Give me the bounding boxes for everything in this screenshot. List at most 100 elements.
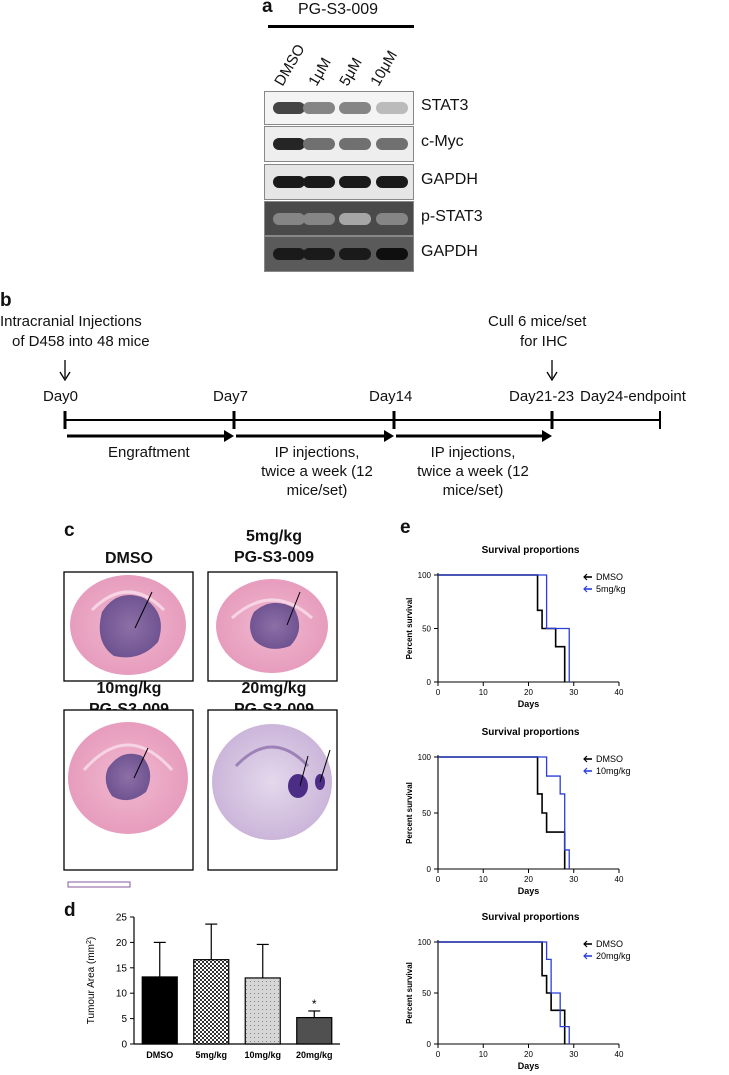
- bar-category-label: 20mg/kg: [296, 1050, 333, 1060]
- survival-x-tick-label: 10: [479, 1050, 488, 1059]
- compound-label: PG-S3-009: [298, 1, 379, 18]
- injection-note-line2: of D458 into 48 mice: [12, 333, 150, 350]
- histology-title-dmso: DMSO: [105, 550, 153, 567]
- cull-note-line2: for IHC: [520, 333, 568, 350]
- legend-label-1: 10mg/kg: [596, 766, 631, 776]
- histology-dmso: [63, 571, 194, 682]
- survival-x-tick-label: 30: [569, 875, 578, 884]
- survival-x-axis-label: Days: [518, 1061, 540, 1071]
- blot-band: [339, 212, 371, 225]
- blot-strip-3: [264, 201, 414, 236]
- legend-label-0: DMSO: [596, 754, 623, 764]
- day-label-14: Day14: [369, 388, 413, 405]
- survival-x-tick-label: 20: [524, 688, 533, 697]
- legend-marker-0: [583, 755, 588, 763]
- blot-band: [339, 102, 371, 114]
- blot-band: [273, 248, 305, 260]
- blot-band: [303, 138, 335, 150]
- lane-label-10um: 10μM: [367, 47, 401, 89]
- lane-label-5um: 5μM: [336, 54, 366, 89]
- survival-x-tick-label: 30: [569, 688, 578, 697]
- phase-label-ip1-line2: twice a week (12: [261, 463, 373, 480]
- arrow-20mg-b: [319, 749, 331, 783]
- survival-y-tick-label: 100: [418, 571, 432, 580]
- blot-label-3: p-STAT3: [421, 207, 483, 225]
- legend-label-0: DMSO: [596, 572, 623, 582]
- blot-band: [376, 102, 408, 114]
- blot-strip-0: [264, 91, 414, 125]
- legend-marker-1: [583, 585, 588, 593]
- phase-label-ip1-line3: mice/set): [286, 482, 348, 499]
- survival-series-1: [438, 941, 570, 1044]
- blot-band: [339, 248, 371, 260]
- histology-20mg: [207, 709, 338, 871]
- panel-e-label: e: [400, 517, 411, 538]
- histology-5mg: [207, 571, 338, 682]
- legend-label-0: DMSO: [596, 939, 623, 949]
- survival-y-tick-label: 100: [418, 753, 432, 762]
- survival-x-tick-label: 20: [524, 875, 533, 884]
- survival-chart-5mg: Survival proportions 0 50 100 0 10 20 30 40 Days P…: [405, 545, 626, 709]
- blot-band: [273, 102, 305, 114]
- survival-series-0: [438, 941, 566, 1044]
- blot-label-1: c-Myc: [421, 133, 464, 150]
- bar-y-tick-label: 5: [121, 1014, 127, 1025]
- legend-marker-0: [583, 940, 588, 948]
- bar-y-tick-label: 20: [116, 938, 128, 949]
- survival-y-axis-label: Percent survival: [405, 962, 414, 1024]
- significance-marker: *: [312, 997, 317, 1011]
- histology-title-5mg-line1: 5mg/kg: [245, 528, 302, 545]
- blot-label-2: GAPDH: [421, 171, 478, 188]
- blot-label-4: GAPDH: [421, 243, 478, 260]
- day-label-7: Day7: [213, 388, 249, 405]
- arrow-day21-head: [546, 371, 558, 382]
- blot-band: [376, 176, 408, 188]
- blot-band: [303, 248, 335, 260]
- blot-band: [273, 212, 305, 225]
- survival-y-tick-label: 0: [427, 1040, 432, 1049]
- blot-strip-1: [264, 126, 414, 162]
- survival-title: Survival proportions: [482, 545, 580, 556]
- blot-band: [273, 176, 305, 188]
- lane-label-dmso: DMSO: [271, 41, 309, 89]
- histology-title-5mg-line2: PG-S3-009: [233, 549, 315, 566]
- survival-y-axis-label: Percent survival: [405, 598, 414, 660]
- phase-label-ip2-line2: twice a week (12: [417, 463, 529, 480]
- bar-y-tick-label: 0: [121, 1040, 127, 1051]
- survival-x-tick-label: 20: [524, 1050, 533, 1059]
- survival-x-tick-label: 10: [479, 688, 488, 697]
- survival-y-tick-label: 0: [427, 678, 432, 687]
- survival-series-0: [438, 756, 566, 869]
- arrow-dmso: [134, 591, 153, 629]
- arrow-5mg: [286, 591, 301, 626]
- blot-band: [303, 102, 335, 114]
- survival-x-axis-label: Days: [518, 886, 540, 896]
- blot-band: [273, 138, 305, 150]
- day-label-24: Day24-endpoint: [580, 388, 686, 405]
- phase-arrow-ip1-head: [384, 430, 394, 442]
- bar-category-label: 5mg/kg: [195, 1050, 227, 1060]
- survival-x-tick-label: 0: [436, 1050, 441, 1059]
- cull-note-line1: Cull 6 mice/set: [488, 313, 587, 330]
- arrow-10mg: [133, 747, 149, 779]
- phase-arrow-ip2-head: [542, 430, 552, 442]
- bar-y-tick-label: 15: [116, 963, 128, 974]
- compound-bracket-line: [268, 25, 414, 28]
- bar-y-tick-label: 25: [116, 913, 128, 924]
- blot-band: [376, 248, 408, 260]
- bar-category-label: DMSO: [146, 1050, 173, 1060]
- scale-bar: [67, 881, 131, 888]
- timeline-diagram: [59, 360, 661, 442]
- bar-category-label: 10mg/kg: [244, 1050, 281, 1060]
- bar-y-axis-label: Tumour Area (mm2): [86, 937, 98, 1024]
- injection-note-line1: Intracranial Injections: [0, 313, 142, 330]
- panel-b-label: b: [0, 290, 12, 311]
- phase-label-ip2-line1: IP injections,: [430, 444, 516, 461]
- legend-marker-1: [583, 952, 588, 960]
- tumor-region-20mg-a: [288, 774, 308, 798]
- legend-marker-0: [583, 573, 588, 581]
- blot-strip-4: [264, 236, 414, 272]
- bar-1: [193, 959, 230, 1045]
- survival-y-axis-label: Percent survival: [405, 782, 414, 844]
- survival-y-tick-label: 0: [427, 865, 432, 874]
